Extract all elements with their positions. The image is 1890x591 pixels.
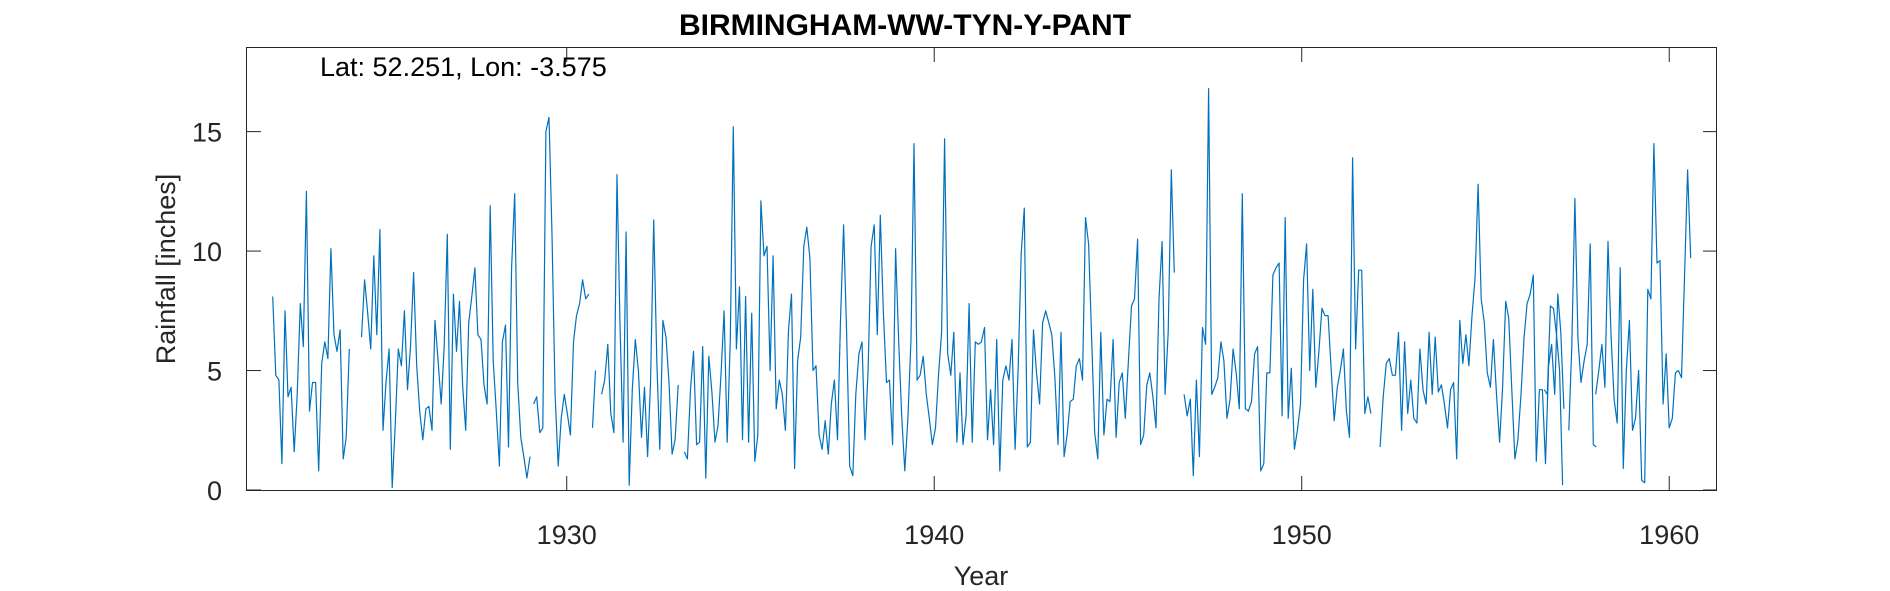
x-axis-label: Year bbox=[954, 561, 1009, 591]
series-line-group bbox=[272, 88, 1692, 489]
y-axis-label: Rainfall [inches] bbox=[151, 174, 181, 365]
tick-marks bbox=[247, 48, 1717, 491]
chart-title: BIRMINGHAM-WW-TYN-Y-PANT bbox=[679, 9, 1131, 42]
series-line bbox=[591, 174, 679, 486]
series-line bbox=[533, 116, 590, 467]
series-line bbox=[1543, 197, 1597, 486]
x-tick-label: 1950 bbox=[1272, 520, 1332, 550]
series-line bbox=[1183, 88, 1565, 477]
series-line bbox=[1595, 143, 1692, 484]
location-annotation: Lat: 52.251, Lon: -3.575 bbox=[320, 52, 607, 82]
series-line bbox=[272, 190, 531, 489]
x-tick-label: 1930 bbox=[537, 520, 597, 550]
y-tick-label: 0 bbox=[207, 476, 222, 506]
y-tick-label: 10 bbox=[192, 237, 222, 267]
series-line bbox=[683, 126, 1175, 479]
tick-labels: 1930 1940 1950 1960 0 5 10 15 bbox=[192, 118, 1699, 550]
x-tick-label: 1960 bbox=[1639, 520, 1699, 550]
plot-area bbox=[246, 47, 1717, 491]
x-tick-label: 1940 bbox=[904, 520, 964, 550]
y-tick-label: 5 bbox=[207, 357, 222, 387]
y-tick-label: 15 bbox=[192, 118, 222, 148]
